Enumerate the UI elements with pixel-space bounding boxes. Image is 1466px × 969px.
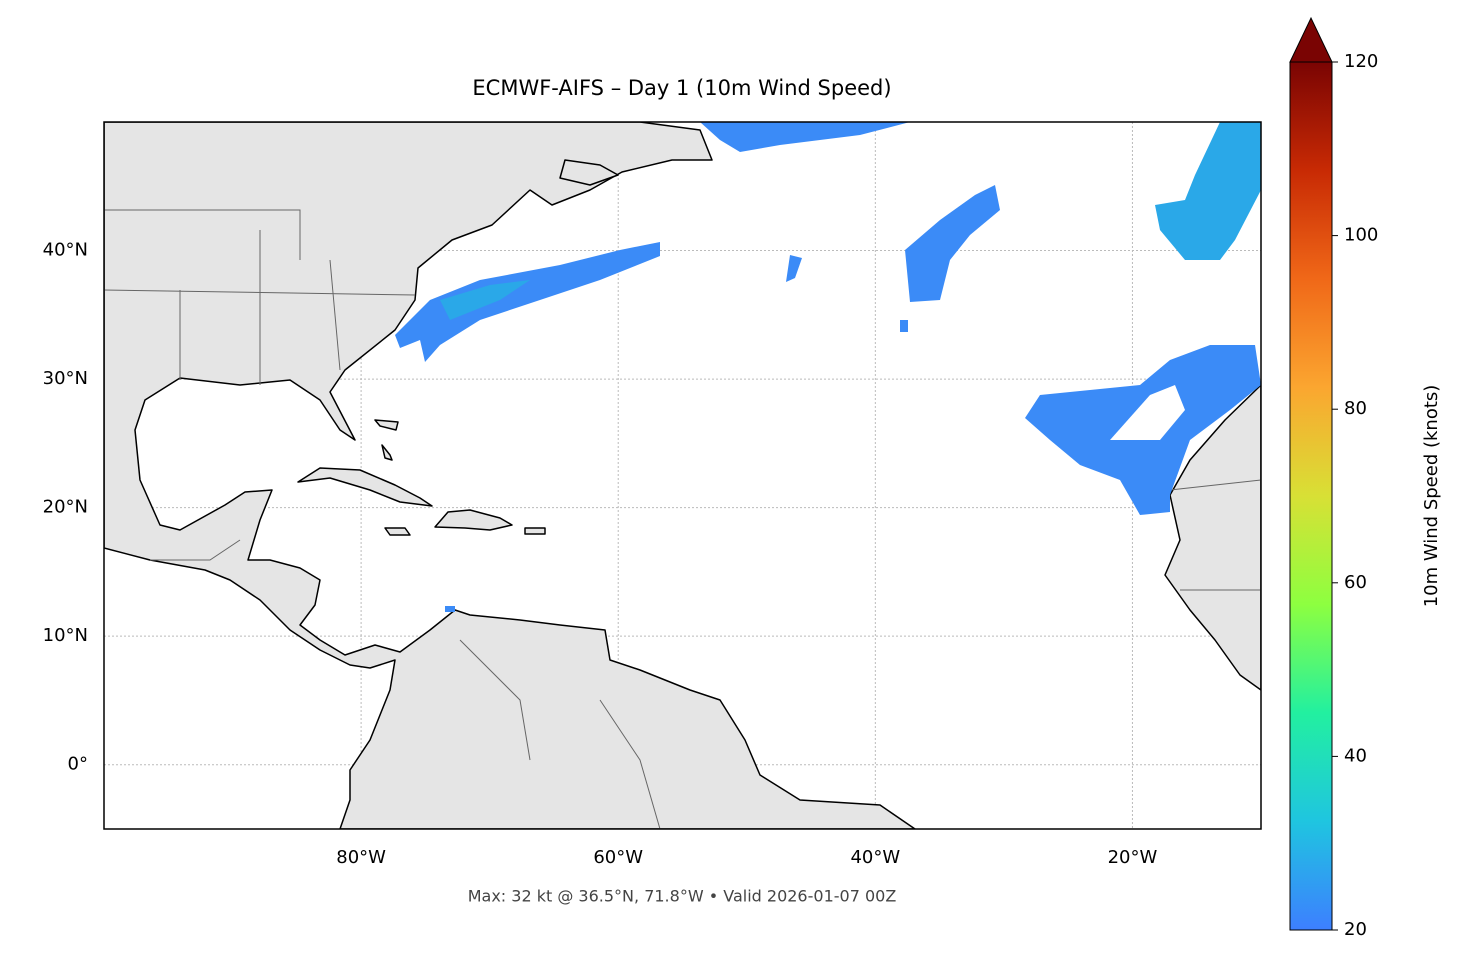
colorbar-tick-label: 120	[1344, 51, 1378, 72]
americas	[104, 122, 916, 829]
x-tick-label: 60°W	[593, 847, 643, 868]
wind-area	[395, 242, 660, 362]
colorbar-tick-label: 20	[1344, 919, 1367, 940]
wind-area	[1155, 122, 1261, 260]
map-title: ECMWF-AIFS – Day 1 (10m Wind Speed)	[472, 76, 891, 100]
newfoundland	[559, 159, 619, 186]
colorbar	[1289, 61, 1333, 931]
map-body	[104, 122, 1261, 829]
y-tick-label: 10°N	[43, 625, 88, 646]
x-tick-label: 40°W	[850, 847, 900, 868]
footer: Max: 32 kt @ 36.5°N, 71.8°W • Valid 2026…	[468, 887, 897, 906]
colorbar-tick-label: 40	[1344, 745, 1367, 766]
jamaica	[384, 527, 411, 536]
wind-area	[440, 280, 530, 320]
colorbar-extend	[1289, 16, 1333, 63]
map-frame	[103, 121, 1262, 830]
y-tick-label: 0°	[68, 754, 88, 775]
bahamas	[374, 419, 399, 461]
hispaniola	[434, 509, 513, 531]
cuba	[297, 467, 433, 507]
y-tick-label: 20°N	[43, 497, 88, 518]
puerto-rico	[524, 527, 546, 535]
borders	[104, 209, 1261, 829]
colorbar-label: 10m Wind Speed (knots)	[1421, 385, 1442, 608]
y-tick-label: 40°N	[43, 240, 88, 261]
x-tick-label: 20°W	[1108, 847, 1158, 868]
colorbar-tick-label: 100	[1344, 225, 1378, 246]
y-tick-label: 30°N	[43, 368, 88, 389]
colorbar-tick-label: 80	[1344, 398, 1367, 419]
colorbar-tick-label: 60	[1344, 572, 1367, 593]
wind-area	[700, 122, 910, 152]
x-tick-label: 80°W	[336, 847, 386, 868]
africa	[1164, 384, 1261, 691]
wind-area	[905, 185, 1000, 302]
